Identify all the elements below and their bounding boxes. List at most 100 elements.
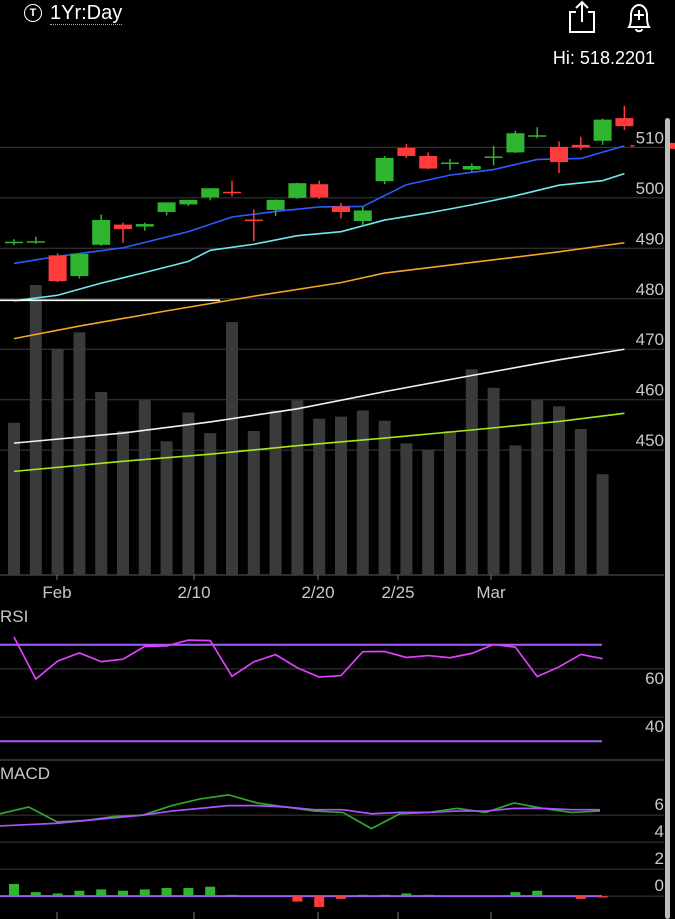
- volume-bar: [356, 410, 369, 575]
- x-axis-label: 2/20: [301, 583, 334, 602]
- volume-bar: [204, 433, 217, 575]
- moving-average-line: [13, 145, 625, 265]
- macd-histogram-bar: [183, 888, 194, 897]
- price-tick-label: 470: [636, 330, 664, 349]
- volume-bar: [95, 391, 108, 575]
- volume-bar: [291, 400, 304, 575]
- volume-bar: [465, 369, 478, 575]
- volume-bar: [226, 322, 238, 575]
- rsi-line: [13, 636, 603, 681]
- macd-histogram-bar: [74, 890, 85, 897]
- candle-body: [92, 220, 111, 245]
- volume-bar: [73, 332, 86, 575]
- macd-histogram-bar: [336, 896, 346, 899]
- volume-bar: [269, 410, 282, 575]
- volume-bar: [400, 443, 413, 575]
- volume-bar: [553, 406, 565, 575]
- volume-bar: [422, 449, 435, 575]
- price-tick-label: 460: [636, 381, 664, 400]
- volume-bar: [574, 428, 587, 575]
- volume-bar: [247, 431, 260, 575]
- x-axis-label: 2/10: [177, 583, 210, 602]
- macd-histogram-bar: [510, 892, 521, 897]
- candle-body: [550, 146, 568, 163]
- candle-body: [223, 191, 241, 194]
- volume-bar: [138, 400, 151, 575]
- price-tick-label: 500: [636, 179, 664, 198]
- macd-tick-label: 2: [655, 849, 664, 868]
- macd-title: MACD: [0, 764, 50, 783]
- candle-body: [528, 135, 547, 137]
- macd-histogram-bar: [357, 894, 368, 897]
- candle-body: [70, 253, 89, 277]
- volume-bar: [596, 474, 609, 575]
- candle-body: [135, 224, 154, 227]
- volume-bar: [531, 400, 544, 575]
- macd-histogram-bar: [532, 890, 543, 897]
- candle-body: [114, 224, 132, 230]
- macd-tick-label: 4: [655, 822, 664, 841]
- price-tick-label: 510: [636, 128, 664, 147]
- macd-histogram-bar: [139, 889, 150, 897]
- candle-body: [310, 184, 329, 198]
- candle-body: [484, 156, 503, 158]
- candle-body: [441, 162, 459, 165]
- macd-tick-label: 6: [655, 795, 664, 814]
- macd-histogram-bar: [379, 894, 390, 897]
- macd-histogram-bar: [423, 894, 434, 897]
- high-value-label: Hi: 518.2201: [552, 48, 655, 68]
- macd-histogram-bar: [9, 883, 19, 897]
- macd-histogram-bar: [205, 886, 216, 897]
- volume-bar: [182, 412, 195, 575]
- candle-body: [48, 255, 67, 282]
- x-axis-label: Mar: [476, 583, 506, 602]
- candle-body: [615, 118, 634, 127]
- last-price-tag: [666, 142, 675, 149]
- candle-body: [375, 157, 394, 182]
- moving-average-line: [13, 172, 625, 302]
- macd-histogram-bar: [96, 889, 107, 897]
- macd-histogram-bar: [292, 896, 303, 902]
- rsi-title: RSI: [0, 607, 28, 626]
- candle-body: [266, 199, 285, 210]
- candle-body: [157, 202, 176, 212]
- scrollbar[interactable]: [665, 118, 670, 919]
- macd-tick-label: 0: [655, 876, 664, 895]
- moving-average-line: [13, 412, 625, 473]
- macd-histogram-bar: [597, 896, 608, 898]
- candle-body: [244, 219, 263, 222]
- x-axis-label: Feb: [42, 583, 71, 602]
- candle-body: [397, 147, 416, 156]
- price-tick-label: 490: [636, 229, 664, 248]
- rsi-tick-label: 60: [645, 669, 664, 688]
- timeframe-icon: T: [24, 4, 42, 22]
- moving-average-line: [13, 241, 625, 340]
- macd-histogram-bar: [314, 896, 325, 907]
- macd-histogram-bar: [30, 892, 41, 897]
- period-label[interactable]: 1Yr:Day: [50, 1, 123, 25]
- candle-body: [506, 133, 525, 153]
- macd-histogram-bar: [401, 893, 412, 897]
- bell-plus-icon[interactable]: [622, 0, 656, 34]
- volume-bar: [8, 422, 20, 575]
- volume-bar: [378, 420, 391, 575]
- volume-bar: [509, 445, 522, 575]
- candle-body: [288, 183, 307, 198]
- volume-bar: [487, 387, 500, 575]
- candle-body: [353, 210, 372, 222]
- macd-histogram-bar: [52, 893, 63, 897]
- x-axis-label: 2/25: [381, 583, 414, 602]
- period-selector[interactable]: T 1Yr:Day: [24, 0, 123, 26]
- macd-histogram-bar: [575, 896, 586, 899]
- candle-body: [332, 206, 350, 212]
- candle-body: [26, 241, 45, 243]
- volume-bar: [160, 441, 173, 575]
- share-icon[interactable]: [566, 0, 598, 34]
- candle-body: [179, 199, 198, 205]
- candle-body: [5, 241, 23, 244]
- volume-bar: [335, 416, 347, 575]
- top-bar: T 1Yr:Day: [0, 0, 675, 40]
- macd-signal-line: [0, 804, 600, 827]
- volume-bar: [444, 431, 456, 575]
